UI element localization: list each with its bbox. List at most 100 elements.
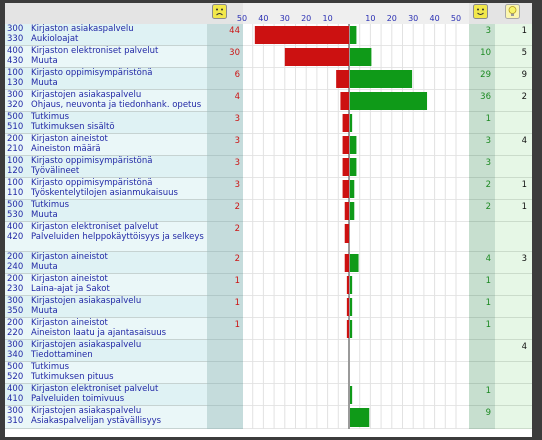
bar-negative: [346, 276, 349, 294]
bar-negative: [342, 136, 349, 154]
idea-count-cell: 2: [495, 90, 532, 112]
row-label: 400 Kirjaston elektroniset palvelut 410 Pal…: [5, 384, 207, 406]
table-row: 300 Kirjastojen asiakaspalvelu 340 Tiedotta…: [5, 340, 532, 362]
sub-code: 210: [7, 144, 24, 154]
row-label: 100 Kirjasto oppimisympäristönä 120 Työväli…: [5, 156, 207, 178]
group-name: Kirjasto oppimisympäristönä: [31, 178, 153, 188]
lightbulb-icon: [505, 4, 520, 19]
group-code: 200: [7, 318, 24, 328]
negative-count: 30: [229, 48, 240, 58]
bar-negative: [344, 202, 349, 220]
positive-count-cell: [469, 340, 495, 362]
group-name: Kirjastojen asiakaspalvelu: [31, 340, 142, 350]
tick-label-negative: 10: [322, 14, 333, 23]
row-label: 300 Kirjastojen asiakaspalvelu 340 Tiedotta…: [5, 340, 207, 362]
negative-count-cell: 2: [207, 252, 243, 274]
row-label: 300 Kirjastojen asiakaspalvelu 350 Muuta: [5, 296, 207, 318]
negative-count-cell: 44: [207, 24, 243, 46]
idea-count-cell: 4: [495, 134, 532, 156]
row-label: 300 Kirjastojen asiakaspalvelu 310 Asiakasp…: [5, 406, 207, 429]
row-label: 500 Tutkimus 510 Tutkimuksen sisältö: [5, 112, 207, 134]
plot-row-bg: [243, 340, 469, 362]
plot-row-bg: [243, 112, 469, 134]
idea-count-cell: [495, 318, 532, 340]
plot-row-bg: [243, 222, 469, 252]
group-name: Tutkimus: [31, 112, 70, 122]
bar-negative: [346, 298, 349, 316]
sub-code: 330: [7, 34, 24, 44]
group-name: Kirjastojen asiakaspalvelu: [31, 90, 142, 100]
group-name: Kirjaston aineistot: [31, 252, 108, 262]
table-row: 400 Kirjaston elektroniset palvelut 410 Pal…: [5, 384, 532, 406]
group-name: Kirjasto oppimisympäristönä: [31, 68, 153, 78]
group-code: 100: [7, 156, 24, 166]
group-code: 500: [7, 112, 24, 122]
group-name: Kirjasto oppimisympäristönä: [31, 156, 153, 166]
bar-negative: [284, 48, 349, 66]
feedback-chart: 50 40 30 20 10 10 20 30 40 50 300 Kirjaston asiaka…: [5, 3, 532, 437]
group-name: Kirjaston elektroniset palvelut: [31, 222, 159, 232]
sub-name: Tutkimuksen pituus: [31, 372, 114, 382]
sub-code: 430: [7, 56, 24, 66]
row-label: 100 Kirjasto oppimisympäristönä 130 Muuta: [5, 68, 207, 90]
positive-count-cell: 2: [469, 200, 495, 222]
plot-row-bg: [243, 384, 469, 406]
positive-count: 1: [485, 276, 491, 286]
positive-count: 1: [485, 114, 491, 124]
bar-negative: [346, 320, 349, 338]
group-code: 300: [7, 406, 24, 416]
group-code: 300: [7, 296, 24, 306]
bar-negative: [254, 26, 349, 44]
idea-count-cell: 4: [495, 340, 532, 362]
positive-count-cell: 4: [469, 252, 495, 274]
bar-positive: [350, 48, 372, 66]
bar-positive: [350, 320, 353, 338]
table-row: 200 Kirjaston aineistot 240 Muuta 2 4 3: [5, 252, 532, 274]
bar-negative: [340, 92, 349, 110]
plot-row-bg: [243, 178, 469, 200]
group-code: 400: [7, 384, 24, 394]
positive-count-cell: [469, 362, 495, 384]
idea-count: 4: [521, 342, 527, 352]
positive-count-cell: [469, 222, 495, 252]
sub-code: 320: [7, 100, 24, 110]
happy-face-icon: [473, 4, 488, 19]
sub-name: Tiedottaminen: [31, 350, 93, 360]
negative-count: 3: [234, 114, 240, 124]
positive-count: 1: [485, 320, 491, 330]
sub-name: Muuta: [31, 78, 58, 88]
positive-count: 3: [485, 158, 491, 168]
sub-name: Palveluiden helppokäyttöisyys ja selkeys: [31, 232, 204, 242]
negative-count: 2: [234, 254, 240, 264]
group-name: Kirjaston aineistot: [31, 318, 108, 328]
negative-count-cell: 2: [207, 200, 243, 222]
header-band-axis: [243, 3, 469, 24]
group-name: Kirjaston aineistot: [31, 134, 108, 144]
tick-label-negative: 20: [301, 14, 312, 23]
group-code: 100: [7, 178, 24, 188]
bar-positive: [350, 254, 359, 272]
idea-count: 5: [521, 48, 527, 58]
positive-count-cell: 36: [469, 90, 495, 112]
positive-count: 1: [485, 298, 491, 308]
row-label: 400 Kirjaston elektroniset palvelut 420 Pal…: [5, 222, 207, 252]
bar-positive: [350, 158, 357, 176]
table-row: 300 Kirjastojen asiakaspalvelu 310 Asiakasp…: [5, 406, 532, 429]
sub-name: Aukioloajat: [31, 34, 79, 44]
negative-count-cell: 1: [207, 296, 243, 318]
table-row: 200 Kirjaston aineistot 230 Laina-ajat ja S…: [5, 274, 532, 296]
sub-name: Laina-ajat ja Sakot: [31, 284, 110, 294]
row-label: 500 Tutkimus 520 Tutkimuksen pituus: [5, 362, 207, 384]
idea-count-cell: [495, 406, 532, 429]
sub-name: Asiakaspalvelijan ystävällisyys: [31, 416, 162, 426]
table-row: 100 Kirjasto oppimisympäristönä 110 Työsken…: [5, 178, 532, 200]
negative-count-cell: 2: [207, 222, 243, 252]
sub-name: Muuta: [31, 306, 58, 316]
table-row: 200 Kirjaston aineistot 220 Aineiston laatu…: [5, 318, 532, 340]
group-code: 300: [7, 90, 24, 100]
idea-count-cell: [495, 112, 532, 134]
bar-positive: [350, 114, 353, 132]
negative-count: 4: [234, 92, 240, 102]
bar-positive: [350, 276, 353, 294]
group-code: 200: [7, 134, 24, 144]
